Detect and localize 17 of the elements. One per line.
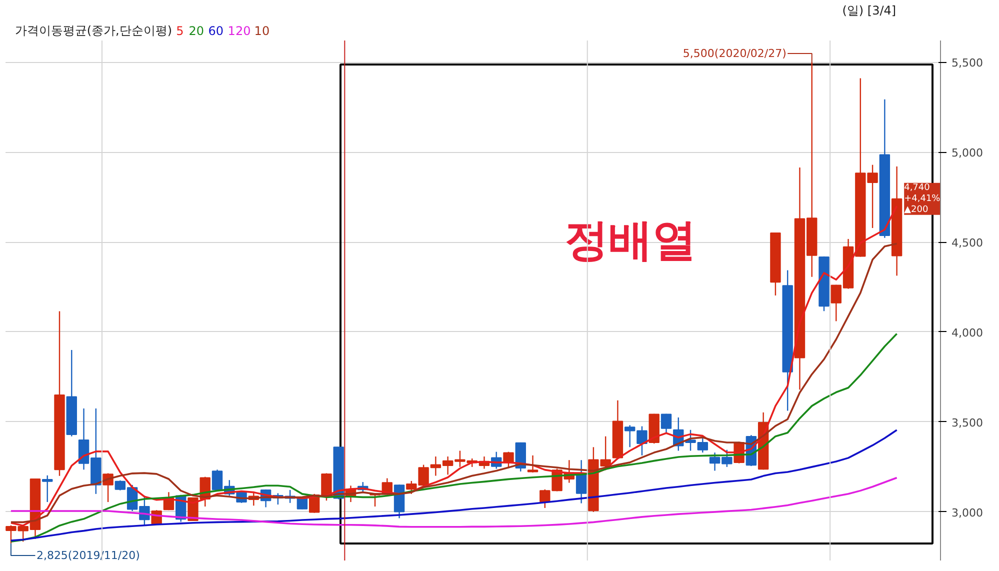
text: 120	[228, 24, 251, 38]
y-tick-label: 3,000	[952, 506, 983, 520]
y-tick-label: 3,500	[952, 416, 983, 430]
y-tick-label: 4,000	[952, 326, 983, 340]
annotation: 4,740 +4,41% ▲200	[904, 182, 941, 215]
text: 60	[208, 24, 224, 38]
annotation: 정배열	[564, 215, 696, 266]
y-tick-label: 5,500	[952, 56, 983, 70]
y-tick-label: 5,000	[952, 146, 983, 160]
y-tick-label: 4,500	[952, 236, 983, 250]
text: (일) [3/4]	[842, 4, 896, 18]
text: 5	[176, 24, 184, 38]
text: 20	[188, 24, 204, 38]
annotation: 2,825(2019/11/20)	[36, 549, 140, 562]
legend-title: 가격이동평균(종가,단순이평)	[14, 24, 172, 38]
annotation: 5,500(2020/02/27)	[682, 47, 786, 60]
text: 10	[254, 24, 270, 38]
